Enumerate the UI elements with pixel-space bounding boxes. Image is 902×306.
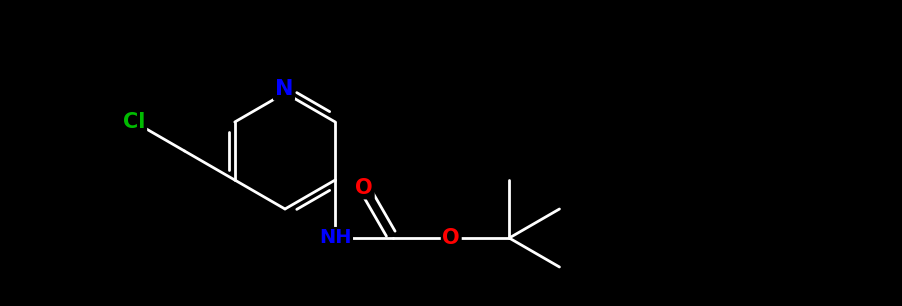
Text: Cl: Cl bbox=[124, 112, 145, 132]
Text: NH: NH bbox=[319, 229, 352, 248]
Text: N: N bbox=[275, 79, 293, 99]
Text: O: O bbox=[355, 178, 373, 198]
Text: O: O bbox=[442, 228, 460, 248]
